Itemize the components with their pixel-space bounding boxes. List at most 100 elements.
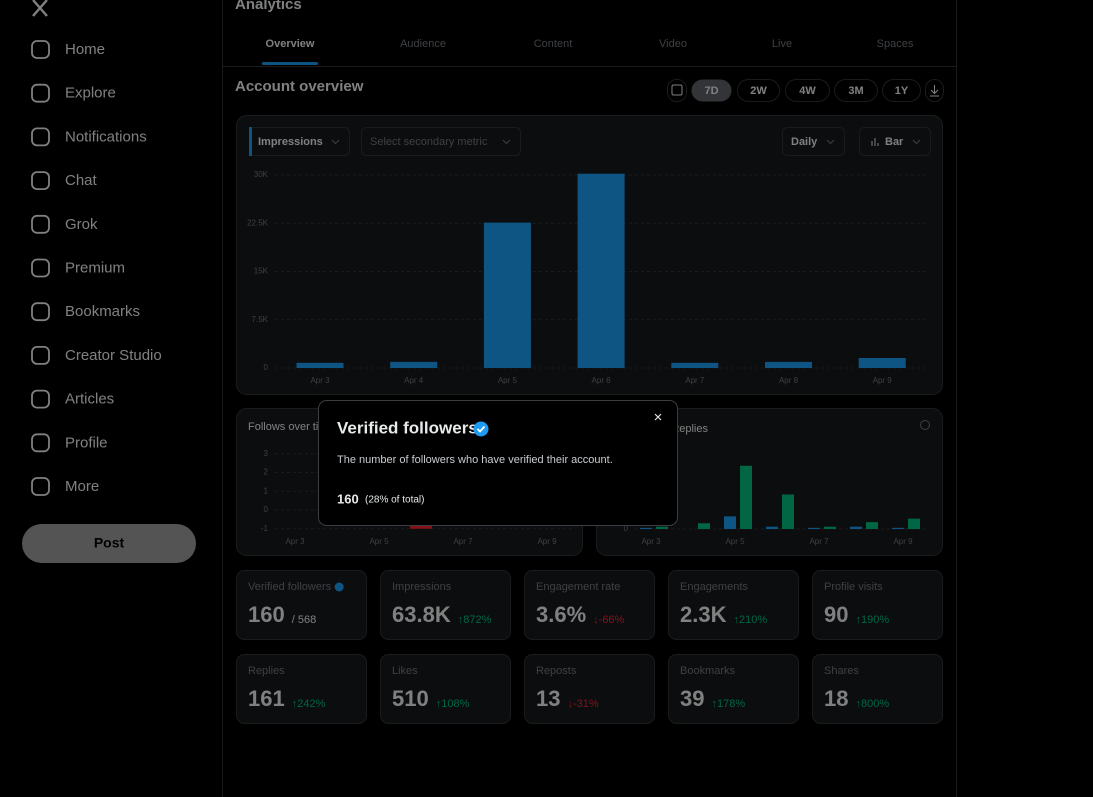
nav-icon bbox=[31, 83, 50, 103]
nav-icon bbox=[31, 40, 50, 59]
bar bbox=[740, 465, 752, 529]
x-tick-label: Apr 9 bbox=[893, 537, 913, 546]
x-tick-label: Apr 4 bbox=[404, 376, 424, 385]
y-tick-label: 0 bbox=[264, 363, 269, 372]
bar bbox=[782, 494, 794, 529]
range-label: 3M bbox=[848, 85, 863, 97]
stat-card[interactable] bbox=[668, 654, 799, 724]
bar bbox=[656, 526, 668, 529]
tab[interactable]: Content bbox=[534, 38, 573, 50]
nav-label[interactable]: Grok bbox=[65, 216, 98, 233]
range-label: 4W bbox=[799, 85, 816, 97]
stat-change: ↑800% bbox=[855, 698, 889, 710]
tab[interactable]: Video bbox=[659, 38, 687, 50]
range-button[interactable] bbox=[834, 79, 878, 102]
download-button[interactable] bbox=[925, 79, 944, 102]
x-tick-label: Apr 7 bbox=[809, 537, 829, 546]
bar bbox=[858, 358, 906, 368]
dropdown[interactable] bbox=[859, 127, 931, 156]
x-tick-label: Apr 5 bbox=[369, 537, 389, 546]
nav-icon bbox=[31, 345, 50, 365]
page-content: Home Explore Notifications Chat Grok Premium B… bbox=[22, 0, 957, 797]
stat-value: 18 bbox=[824, 686, 848, 711]
stat-card[interactable] bbox=[380, 570, 511, 640]
stat-card[interactable] bbox=[236, 570, 367, 640]
stat-change: ↑178% bbox=[711, 698, 745, 710]
nav-label[interactable]: Home bbox=[65, 41, 105, 58]
stat-value: 2.3K bbox=[680, 602, 727, 627]
range-button[interactable] bbox=[785, 79, 830, 102]
bar bbox=[808, 527, 820, 529]
post-button[interactable] bbox=[22, 524, 196, 563]
tab[interactable]: Spaces bbox=[877, 38, 914, 50]
y-tick-label: -1 bbox=[261, 524, 269, 533]
verified-icon bbox=[473, 421, 489, 437]
stat-change: ↑108% bbox=[436, 698, 470, 710]
stat-card[interactable] bbox=[668, 570, 799, 640]
range-button[interactable] bbox=[882, 79, 921, 102]
tab[interactable]: Live bbox=[772, 38, 792, 50]
stat-card[interactable] bbox=[236, 654, 367, 724]
x-tick-label: Apr 3 bbox=[310, 376, 330, 385]
modal-title: Verified followers bbox=[337, 418, 478, 437]
bar bbox=[640, 527, 652, 529]
nav-label[interactable]: Creator Studio bbox=[65, 347, 162, 364]
y-tick-label: 7.5K bbox=[252, 315, 269, 324]
info-icon[interactable] bbox=[920, 420, 930, 430]
tab[interactable]: Overview bbox=[266, 38, 315, 50]
nav-label[interactable]: Chat bbox=[65, 172, 98, 189]
stat-total: / 568 bbox=[292, 614, 316, 626]
stat-value: 161 bbox=[248, 686, 285, 711]
range-button[interactable] bbox=[691, 79, 732, 102]
y-tick-label: 30K bbox=[254, 170, 269, 179]
dropdown-accent bbox=[249, 127, 252, 156]
check bbox=[476, 425, 486, 433]
tab[interactable]: Audience bbox=[400, 38, 446, 50]
nav-label[interactable]: Notifications bbox=[65, 128, 147, 145]
nav-label[interactable]: Explore bbox=[65, 85, 116, 102]
stat-value: 510 bbox=[392, 686, 429, 711]
nav-label[interactable]: Premium bbox=[65, 259, 125, 276]
stat-card[interactable] bbox=[812, 654, 943, 724]
y-tick-label: 2 bbox=[264, 468, 269, 477]
close-button[interactable]: × bbox=[654, 409, 663, 426]
nav-label[interactable]: More bbox=[65, 478, 99, 495]
x-tick-label: Apr 5 bbox=[725, 537, 745, 546]
bar bbox=[390, 361, 438, 368]
post-label: Post bbox=[94, 535, 125, 551]
stat-change: ↑190% bbox=[855, 614, 889, 626]
x-tick-label: Apr 9 bbox=[537, 537, 557, 546]
stat-value: 63.8K bbox=[392, 602, 451, 627]
stat-label: Shares bbox=[824, 665, 859, 677]
nav-label[interactable]: Profile bbox=[65, 434, 108, 451]
dropdown[interactable] bbox=[361, 127, 521, 156]
calendar-button[interactable] bbox=[667, 79, 687, 102]
modal-value: 160 bbox=[337, 491, 359, 506]
stat-card[interactable] bbox=[380, 654, 511, 724]
calendar-icon bbox=[671, 84, 683, 96]
dropdown[interactable] bbox=[782, 127, 845, 156]
stat-card[interactable] bbox=[524, 570, 655, 640]
x-tick-label: Apr 7 bbox=[685, 376, 705, 385]
nav-label[interactable]: Articles bbox=[65, 391, 114, 408]
bar bbox=[908, 518, 920, 529]
bar bbox=[765, 361, 812, 368]
y-tick-label: 15K bbox=[254, 267, 269, 276]
nav-icon bbox=[31, 389, 50, 409]
stat-card[interactable] bbox=[812, 570, 943, 640]
stat-card[interactable] bbox=[524, 654, 655, 724]
x-tick-label: Apr 7 bbox=[453, 537, 473, 546]
bar bbox=[483, 222, 531, 368]
bar-icon bbox=[871, 138, 879, 146]
nav-icon bbox=[31, 477, 50, 496]
nav-label[interactable]: Bookmarks bbox=[65, 303, 140, 320]
range-button[interactable] bbox=[737, 79, 780, 102]
dropdown-label: Daily bbox=[791, 136, 818, 148]
x-tick-label: Apr 3 bbox=[285, 537, 305, 546]
stat-label: Reposts bbox=[536, 665, 577, 677]
dropdown-label: Impressions bbox=[258, 136, 323, 148]
nav-icon bbox=[31, 127, 50, 147]
